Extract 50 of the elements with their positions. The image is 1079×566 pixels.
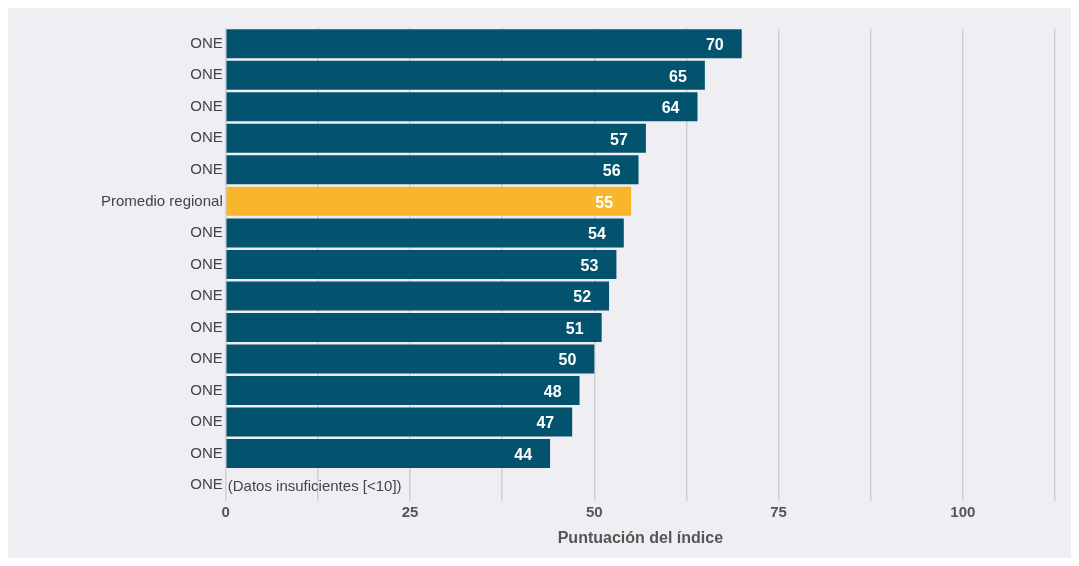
data-label: 54: [587, 225, 606, 243]
bar: [226, 439, 551, 469]
bar: [226, 60, 705, 90]
data-label: 65: [669, 67, 687, 85]
y-tick-label: ONE: [190, 159, 223, 177]
bar: [226, 218, 624, 248]
bar: [226, 407, 573, 437]
data-label: 44: [514, 445, 533, 463]
bar: [226, 281, 610, 311]
y-tick-label: ONE: [190, 412, 223, 430]
data-label: 70: [705, 36, 724, 54]
bar: [226, 123, 646, 153]
y-tick-label: ONE: [190, 443, 223, 461]
bar: [226, 155, 639, 185]
bar: [226, 249, 617, 279]
y-tick-label: ONE: [190, 475, 223, 493]
data-label: 47: [536, 414, 555, 432]
y-tick-label: ONE: [190, 65, 223, 83]
x-tick-label: 50: [585, 502, 603, 520]
data-label: 48: [543, 382, 562, 400]
y-tick-label: ONE: [190, 128, 223, 146]
y-tick-label: ONE: [190, 96, 223, 114]
bar: [226, 186, 632, 216]
data-label: 57: [610, 130, 628, 148]
y-tick-label: ONE: [190, 317, 223, 335]
y-tick-label: ONE: [190, 286, 223, 304]
data-label: 64: [661, 99, 680, 117]
y-tick-label: ONE: [190, 33, 223, 51]
text: (Datos insuficientes [<10]): [227, 477, 402, 495]
bar: [226, 344, 595, 374]
data-label: 50: [558, 351, 577, 369]
data-label: 55: [595, 193, 614, 211]
data-label: 51: [565, 319, 584, 337]
bar: [226, 375, 580, 405]
y-tick-label: ONE: [190, 349, 223, 367]
y-tick-label: ONE: [190, 254, 223, 272]
y-tick-label: Promedio regional: [100, 191, 223, 209]
x-tick-label: 100: [950, 502, 976, 520]
data-label: 53: [580, 256, 599, 274]
x-tick-label: 25: [401, 502, 419, 520]
bar: [226, 92, 698, 122]
x-tick-label: 0: [221, 502, 230, 520]
data-label: 56: [602, 162, 621, 180]
bar: [226, 312, 602, 342]
x-axis-title: Puntuación del índice: [557, 528, 724, 546]
y-tick-label: ONE: [190, 223, 223, 241]
bar: [226, 29, 742, 59]
x-tick-label: 75: [770, 502, 787, 520]
y-tick-label: ONE: [190, 380, 223, 398]
data-label: 52: [573, 288, 592, 306]
